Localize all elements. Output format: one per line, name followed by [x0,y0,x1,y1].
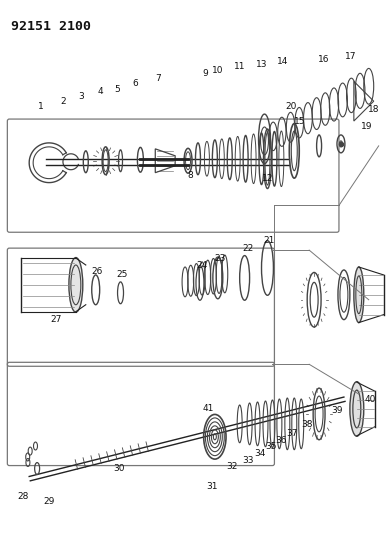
Text: 30: 30 [113,464,124,473]
Ellipse shape [69,257,83,312]
Text: 18: 18 [368,104,379,114]
Text: 2: 2 [60,96,66,106]
Text: 11: 11 [234,62,246,71]
Text: 8: 8 [187,171,193,180]
Text: 16: 16 [318,55,330,64]
Text: 34: 34 [254,449,265,458]
Text: 36: 36 [275,436,287,445]
Text: 92151 2100: 92151 2100 [11,20,91,33]
Text: 15: 15 [293,117,305,126]
Text: 25: 25 [117,270,128,279]
Text: 27: 27 [50,315,62,324]
Text: 5: 5 [115,85,120,94]
Text: 1: 1 [38,102,44,111]
Text: 26: 26 [91,268,102,277]
Text: 14: 14 [277,57,288,66]
Text: 32: 32 [226,462,237,471]
Text: 33: 33 [242,456,253,465]
Text: 7: 7 [155,74,161,83]
Text: 9: 9 [202,69,208,78]
Text: 12: 12 [262,174,273,183]
Text: 3: 3 [78,92,84,101]
Text: 21: 21 [264,236,275,245]
Text: 38: 38 [301,421,313,430]
Text: 6: 6 [133,79,138,88]
Text: 23: 23 [214,254,225,263]
Text: 28: 28 [17,492,29,501]
Text: 20: 20 [286,102,297,111]
Text: 13: 13 [256,60,267,69]
Ellipse shape [350,382,364,437]
Text: 39: 39 [331,407,343,415]
Ellipse shape [354,267,364,322]
Text: 19: 19 [361,122,372,131]
Text: 37: 37 [287,429,298,438]
Text: 22: 22 [242,244,253,253]
Text: 35: 35 [266,442,277,451]
Text: 41: 41 [202,405,213,414]
Text: 17: 17 [345,52,357,61]
Text: 24: 24 [196,261,208,270]
Text: 40: 40 [365,394,376,403]
Text: 29: 29 [43,497,55,506]
Text: 10: 10 [212,66,223,75]
Text: 31: 31 [206,482,218,491]
Text: 4: 4 [98,87,104,96]
